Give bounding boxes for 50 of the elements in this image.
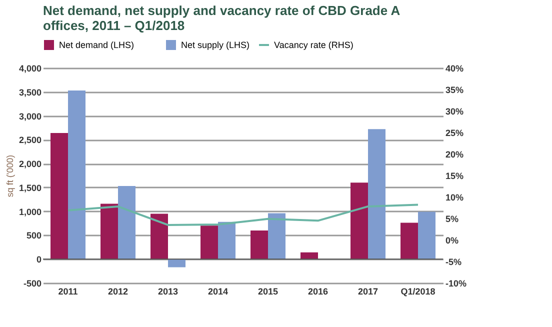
y2-tick-label: 20% <box>446 150 464 160</box>
legend-label: Vacancy rate (RHS) <box>274 40 354 50</box>
y2-tick-label: 10% <box>446 192 464 202</box>
x-tick-label: 2011 <box>58 286 78 296</box>
y-tick-label: 4,000 <box>18 64 42 74</box>
x-tick-label: 2013 <box>158 286 178 296</box>
bar <box>368 129 386 260</box>
bar <box>418 212 436 260</box>
bar <box>100 204 118 260</box>
line-series <box>67 204 419 226</box>
y2-tick-label: 40% <box>446 64 464 74</box>
y2-tick-label: 30% <box>446 106 464 116</box>
x-tick-label: Q1/2018 <box>400 286 436 296</box>
x-tick-label: 2012 <box>108 286 128 296</box>
bar <box>350 182 368 260</box>
y-tick-label: 0 <box>36 254 42 265</box>
bar <box>168 259 186 268</box>
y-tick-label: 2,500 <box>18 135 42 146</box>
bar <box>218 222 236 260</box>
y2-tick-label: -5% <box>446 257 462 267</box>
y-tick-label: 3,500 <box>18 87 42 98</box>
x-tick-label: 2015 <box>258 286 278 296</box>
y-tick-label: 1,500 <box>18 182 42 193</box>
y2-tick-label: 25% <box>446 128 464 138</box>
bar <box>118 186 136 260</box>
bar <box>400 222 418 260</box>
bar <box>300 252 318 260</box>
x-tick-label: 2014 <box>208 286 228 296</box>
bar <box>200 226 218 260</box>
y-tick-label: -500 <box>23 278 42 288</box>
y2-tick-label: 35% <box>446 85 464 95</box>
bar <box>50 132 68 260</box>
x-tick-label: 2016 <box>308 286 328 296</box>
chart-title: Net demand, net supply and vacancy rate of CBD Grade A offices, 2011 – Q1/2018 <box>43 3 401 33</box>
bar <box>68 90 86 260</box>
y-axis-title: sq ft ('000) <box>4 154 15 198</box>
legend-label: Net demand (LHS) <box>59 40 134 50</box>
bar <box>268 213 286 260</box>
y-tick-label: 500 <box>26 230 42 241</box>
bar <box>250 230 268 260</box>
legend-label: Net supply (LHS) <box>181 40 250 50</box>
y2-tick-label: 5% <box>446 214 459 224</box>
bar <box>150 214 168 260</box>
x-tick-label: 2017 <box>358 286 378 296</box>
y2-tick-label: 0% <box>446 236 459 246</box>
y-tick-label: 1,000 <box>18 206 42 217</box>
y-tick-label: 3,000 <box>18 111 42 122</box>
y2-tick-label: -10% <box>446 278 467 288</box>
y2-tick-label: 15% <box>446 171 464 181</box>
y-tick-label: 2,000 <box>18 159 42 170</box>
